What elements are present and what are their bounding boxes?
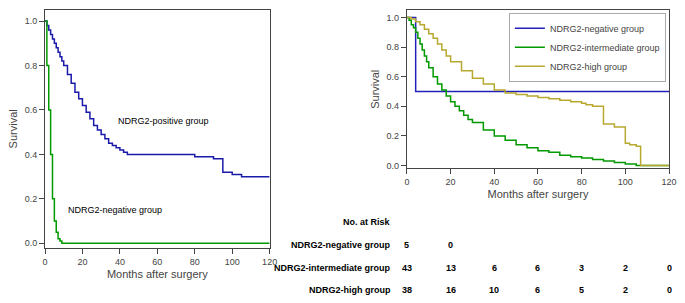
svg-text:NDRG2-high group: NDRG2-high group	[550, 62, 627, 72]
svg-text:NDRG2-negative group: NDRG2-negative group	[550, 24, 644, 34]
svg-text:2: 2	[623, 285, 628, 295]
svg-text:100: 100	[618, 177, 633, 187]
svg-text:10: 10	[489, 285, 499, 295]
svg-text:80: 80	[190, 257, 200, 267]
svg-text:20: 20	[77, 257, 87, 267]
svg-text:120: 120	[661, 177, 676, 187]
svg-text:16: 16	[446, 285, 456, 295]
svg-text:100: 100	[225, 257, 240, 267]
svg-text:0.2: 0.2	[25, 194, 38, 204]
svg-text:0.8: 0.8	[25, 61, 38, 71]
svg-text:0: 0	[448, 240, 453, 250]
svg-text:120: 120	[262, 257, 277, 267]
svg-text:Survival: Survival	[7, 109, 19, 148]
svg-text:6: 6	[492, 263, 497, 273]
svg-text:0: 0	[667, 263, 672, 273]
svg-text:0.0: 0.0	[25, 238, 38, 248]
svg-text:0: 0	[404, 177, 409, 187]
svg-text:3: 3	[579, 263, 584, 273]
svg-text:1.0: 1.0	[25, 16, 38, 26]
svg-text:20: 20	[446, 177, 456, 187]
svg-text:43: 43	[402, 263, 412, 273]
svg-text:2: 2	[623, 263, 628, 273]
svg-text:80: 80	[577, 177, 587, 187]
svg-text:0.6: 0.6	[387, 72, 400, 82]
svg-text:0: 0	[667, 285, 672, 295]
svg-text:5: 5	[579, 285, 584, 295]
svg-text:38: 38	[402, 285, 412, 295]
svg-text:60: 60	[533, 177, 543, 187]
svg-text:5: 5	[404, 240, 409, 250]
svg-text:6: 6	[535, 263, 540, 273]
svg-text:1.0: 1.0	[387, 13, 400, 23]
svg-text:0.2: 0.2	[387, 131, 400, 141]
svg-text:40: 40	[489, 177, 499, 187]
svg-text:60: 60	[152, 257, 162, 267]
svg-text:40: 40	[115, 257, 125, 267]
svg-text:13: 13	[446, 263, 456, 273]
svg-text:NDRG2-intermediate group: NDRG2-intermediate group	[274, 263, 391, 273]
svg-text:0.0: 0.0	[387, 161, 400, 171]
svg-text:No. at Risk: No. at Risk	[343, 217, 391, 227]
svg-text:0.6: 0.6	[25, 105, 38, 115]
svg-text:0.4: 0.4	[387, 101, 400, 111]
svg-text:0.4: 0.4	[25, 150, 38, 160]
svg-text:Months after surgery: Months after surgery	[107, 268, 208, 280]
svg-text:6: 6	[535, 285, 540, 295]
svg-text:NDRG2-positive group: NDRG2-positive group	[118, 116, 209, 126]
svg-text:0: 0	[42, 257, 47, 267]
svg-text:NDRG2-high group: NDRG2-high group	[309, 285, 391, 295]
svg-text:0.8: 0.8	[387, 42, 400, 52]
svg-text:NDRG2-intermediate group: NDRG2-intermediate group	[550, 43, 660, 53]
svg-text:NDRG2-negative group: NDRG2-negative group	[291, 240, 391, 250]
svg-text:NDRG2-negative group: NDRG2-negative group	[68, 205, 162, 215]
svg-text:Survival: Survival	[369, 70, 381, 109]
svg-text:Months after surgery: Months after surgery	[488, 188, 589, 200]
